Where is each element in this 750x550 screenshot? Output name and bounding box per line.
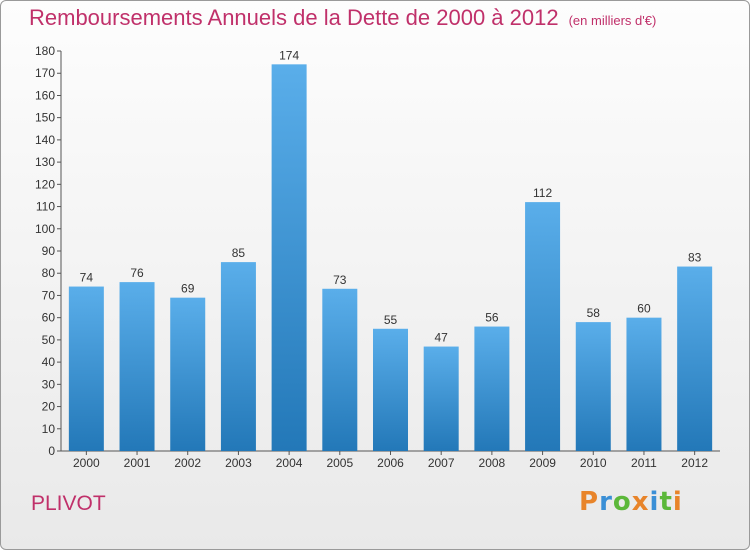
data-label: 174 <box>279 48 299 62</box>
data-label: 74 <box>80 271 94 285</box>
logo-letter: o <box>612 487 632 517</box>
bar <box>575 322 611 451</box>
data-label: 60 <box>637 302 651 316</box>
y-tick-label: 100 <box>35 222 55 236</box>
y-tick-label: 0 <box>48 444 55 458</box>
x-tick-label: 2002 <box>174 456 201 470</box>
y-tick-label: 120 <box>35 177 55 191</box>
y-tick-label: 180 <box>35 44 55 58</box>
bar <box>220 262 256 451</box>
y-tick-label: 60 <box>42 311 56 325</box>
y-tick-label: 140 <box>35 133 55 147</box>
chart-subtitle: (en milliers d'€) <box>568 13 657 28</box>
y-tick-label: 170 <box>35 66 55 80</box>
y-tick-label: 80 <box>42 266 56 280</box>
y-tick-label: 160 <box>35 88 55 102</box>
y-tick-label: 50 <box>42 333 56 347</box>
y-tick-label: 110 <box>36 200 55 214</box>
proxiti-logo: Proxiti <box>579 487 683 517</box>
y-tick-label: 150 <box>35 111 55 125</box>
x-tick-label: 2003 <box>225 456 252 470</box>
x-tick-label: 2006 <box>377 456 404 470</box>
x-tick-label: 2001 <box>124 456 151 470</box>
x-tick-label: 2010 <box>580 456 607 470</box>
x-tick-label: 2011 <box>631 456 657 470</box>
bar <box>322 288 358 451</box>
data-label: 76 <box>130 266 144 280</box>
data-label: 112 <box>533 186 552 200</box>
x-tick-label: 2005 <box>326 456 353 470</box>
y-tick-label: 70 <box>42 288 56 302</box>
logo-letter: i <box>672 487 683 517</box>
data-label: 69 <box>181 282 195 296</box>
logo-letter: x <box>631 487 650 517</box>
y-tick-label: 30 <box>42 377 56 391</box>
chart-title-text: Remboursements Annuels de la Dette de 20… <box>29 5 559 30</box>
x-tick-label: 2008 <box>479 456 506 470</box>
x-tick-label: 2009 <box>529 456 556 470</box>
data-label: 58 <box>587 306 601 320</box>
logo-letter: i <box>649 487 660 517</box>
data-label: 73 <box>333 273 347 287</box>
y-tick-label: 40 <box>42 355 56 369</box>
y-tick-label: 20 <box>42 400 56 414</box>
bar <box>474 326 510 451</box>
bar <box>525 202 561 451</box>
data-label: 85 <box>232 246 246 260</box>
y-tick-label: 90 <box>42 244 56 258</box>
bar <box>626 317 662 451</box>
bar <box>68 286 104 451</box>
bar <box>119 282 155 451</box>
data-label: 83 <box>688 251 702 265</box>
logo-letter: P <box>579 487 600 517</box>
logo-letter: r <box>599 487 613 517</box>
bar <box>423 346 459 451</box>
bar <box>677 266 713 451</box>
bar <box>271 64 307 452</box>
bar <box>170 297 206 451</box>
y-tick-label: 10 <box>42 422 56 436</box>
commune-name: PLIVOT <box>31 492 106 515</box>
x-tick-label: 2007 <box>428 456 455 470</box>
y-tick-label: 130 <box>35 155 55 169</box>
x-tick-label: 2004 <box>276 456 303 470</box>
data-label: 55 <box>384 313 398 327</box>
bar <box>373 328 408 451</box>
chart-title: Remboursements Annuels de la Dette de 20… <box>29 5 656 31</box>
data-label: 56 <box>485 311 499 325</box>
x-tick-label: 2000 <box>73 456 100 470</box>
data-label: 47 <box>435 331 449 345</box>
logo-letter: t <box>659 487 673 517</box>
x-tick-label: 2012 <box>681 456 708 470</box>
